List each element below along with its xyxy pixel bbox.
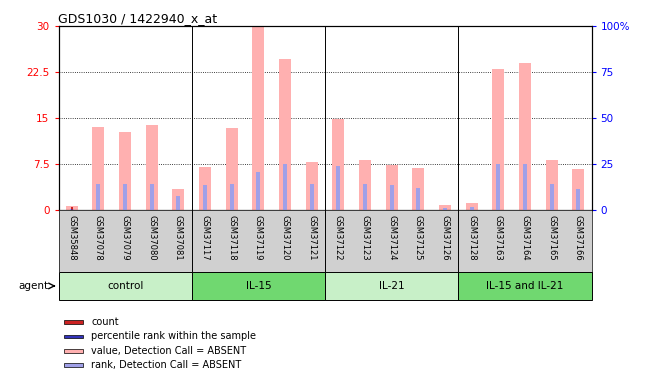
Bar [119,132,131,210]
Text: GSM37078: GSM37078 [94,215,103,261]
Bar [336,166,341,210]
Bar [549,184,554,210]
Bar [389,185,394,210]
Text: GSM37166: GSM37166 [574,215,582,261]
Bar [469,207,474,210]
Bar [576,189,580,210]
Bar [192,272,325,300]
Text: count: count [91,317,119,327]
Bar [252,27,265,210]
Bar [545,160,558,210]
Text: GSM37122: GSM37122 [334,215,343,261]
Text: percentile rank within the sample: percentile rank within the sample [91,332,256,342]
Text: IL-21: IL-21 [379,281,404,291]
Bar [64,320,83,324]
Bar [363,184,367,210]
Bar [92,127,105,210]
Bar [439,205,451,210]
Bar [70,209,74,210]
Bar [416,188,421,210]
Text: GSM37124: GSM37124 [387,215,396,261]
Bar [64,363,83,367]
Bar [523,164,527,210]
Bar [443,208,447,210]
Text: GSM37079: GSM37079 [121,215,129,261]
Bar [385,165,398,210]
Bar [150,184,154,210]
Text: GSM37126: GSM37126 [441,215,449,261]
Bar [229,184,234,210]
Text: GSM37165: GSM37165 [547,215,556,261]
Bar [306,162,318,210]
Bar [359,160,371,210]
Bar [572,169,584,210]
Bar [71,207,73,210]
Bar [519,63,531,210]
Text: control: control [107,281,143,291]
Bar [492,69,504,210]
Bar [71,209,73,210]
Bar [256,172,261,210]
Bar [58,272,192,300]
Bar [412,168,424,210]
Bar [123,184,127,210]
Text: IL-15 and IL-21: IL-15 and IL-21 [486,281,564,291]
Text: GSM37119: GSM37119 [254,215,263,261]
Bar [279,59,291,210]
Text: IL-15: IL-15 [246,281,271,291]
Bar [309,184,314,210]
Bar [64,334,83,338]
Bar [64,349,83,352]
Bar [96,184,101,210]
Text: GSM37123: GSM37123 [361,215,369,261]
Text: GDS1030 / 1422940_x_at: GDS1030 / 1422940_x_at [58,12,218,25]
Text: GSM37081: GSM37081 [174,215,183,261]
Bar [332,119,345,210]
Bar [199,167,211,210]
Bar [465,203,478,210]
Text: GSM37125: GSM37125 [414,215,422,261]
Bar [66,206,78,210]
Bar [146,126,158,210]
Text: agent: agent [19,281,49,291]
Text: GSM37117: GSM37117 [201,215,209,261]
Text: value, Detection Call = ABSENT: value, Detection Call = ABSENT [91,346,246,356]
Text: GSM37163: GSM37163 [494,215,502,261]
Bar [458,272,592,300]
Text: GSM37118: GSM37118 [227,215,236,261]
Text: GSM37128: GSM37128 [467,215,476,261]
Text: rank, Detection Call = ABSENT: rank, Detection Call = ABSENT [91,360,241,370]
Text: GSM37080: GSM37080 [148,215,156,261]
Bar [203,186,207,210]
Text: GSM37120: GSM37120 [281,215,289,261]
Text: GSM37164: GSM37164 [521,215,529,261]
Bar [325,272,458,300]
Bar [176,196,181,210]
Text: GSM37121: GSM37121 [307,215,316,261]
Bar [226,128,238,210]
Text: GSM35848: GSM35848 [68,215,76,261]
Bar [172,189,185,210]
Bar [283,164,287,210]
Bar [496,164,500,210]
